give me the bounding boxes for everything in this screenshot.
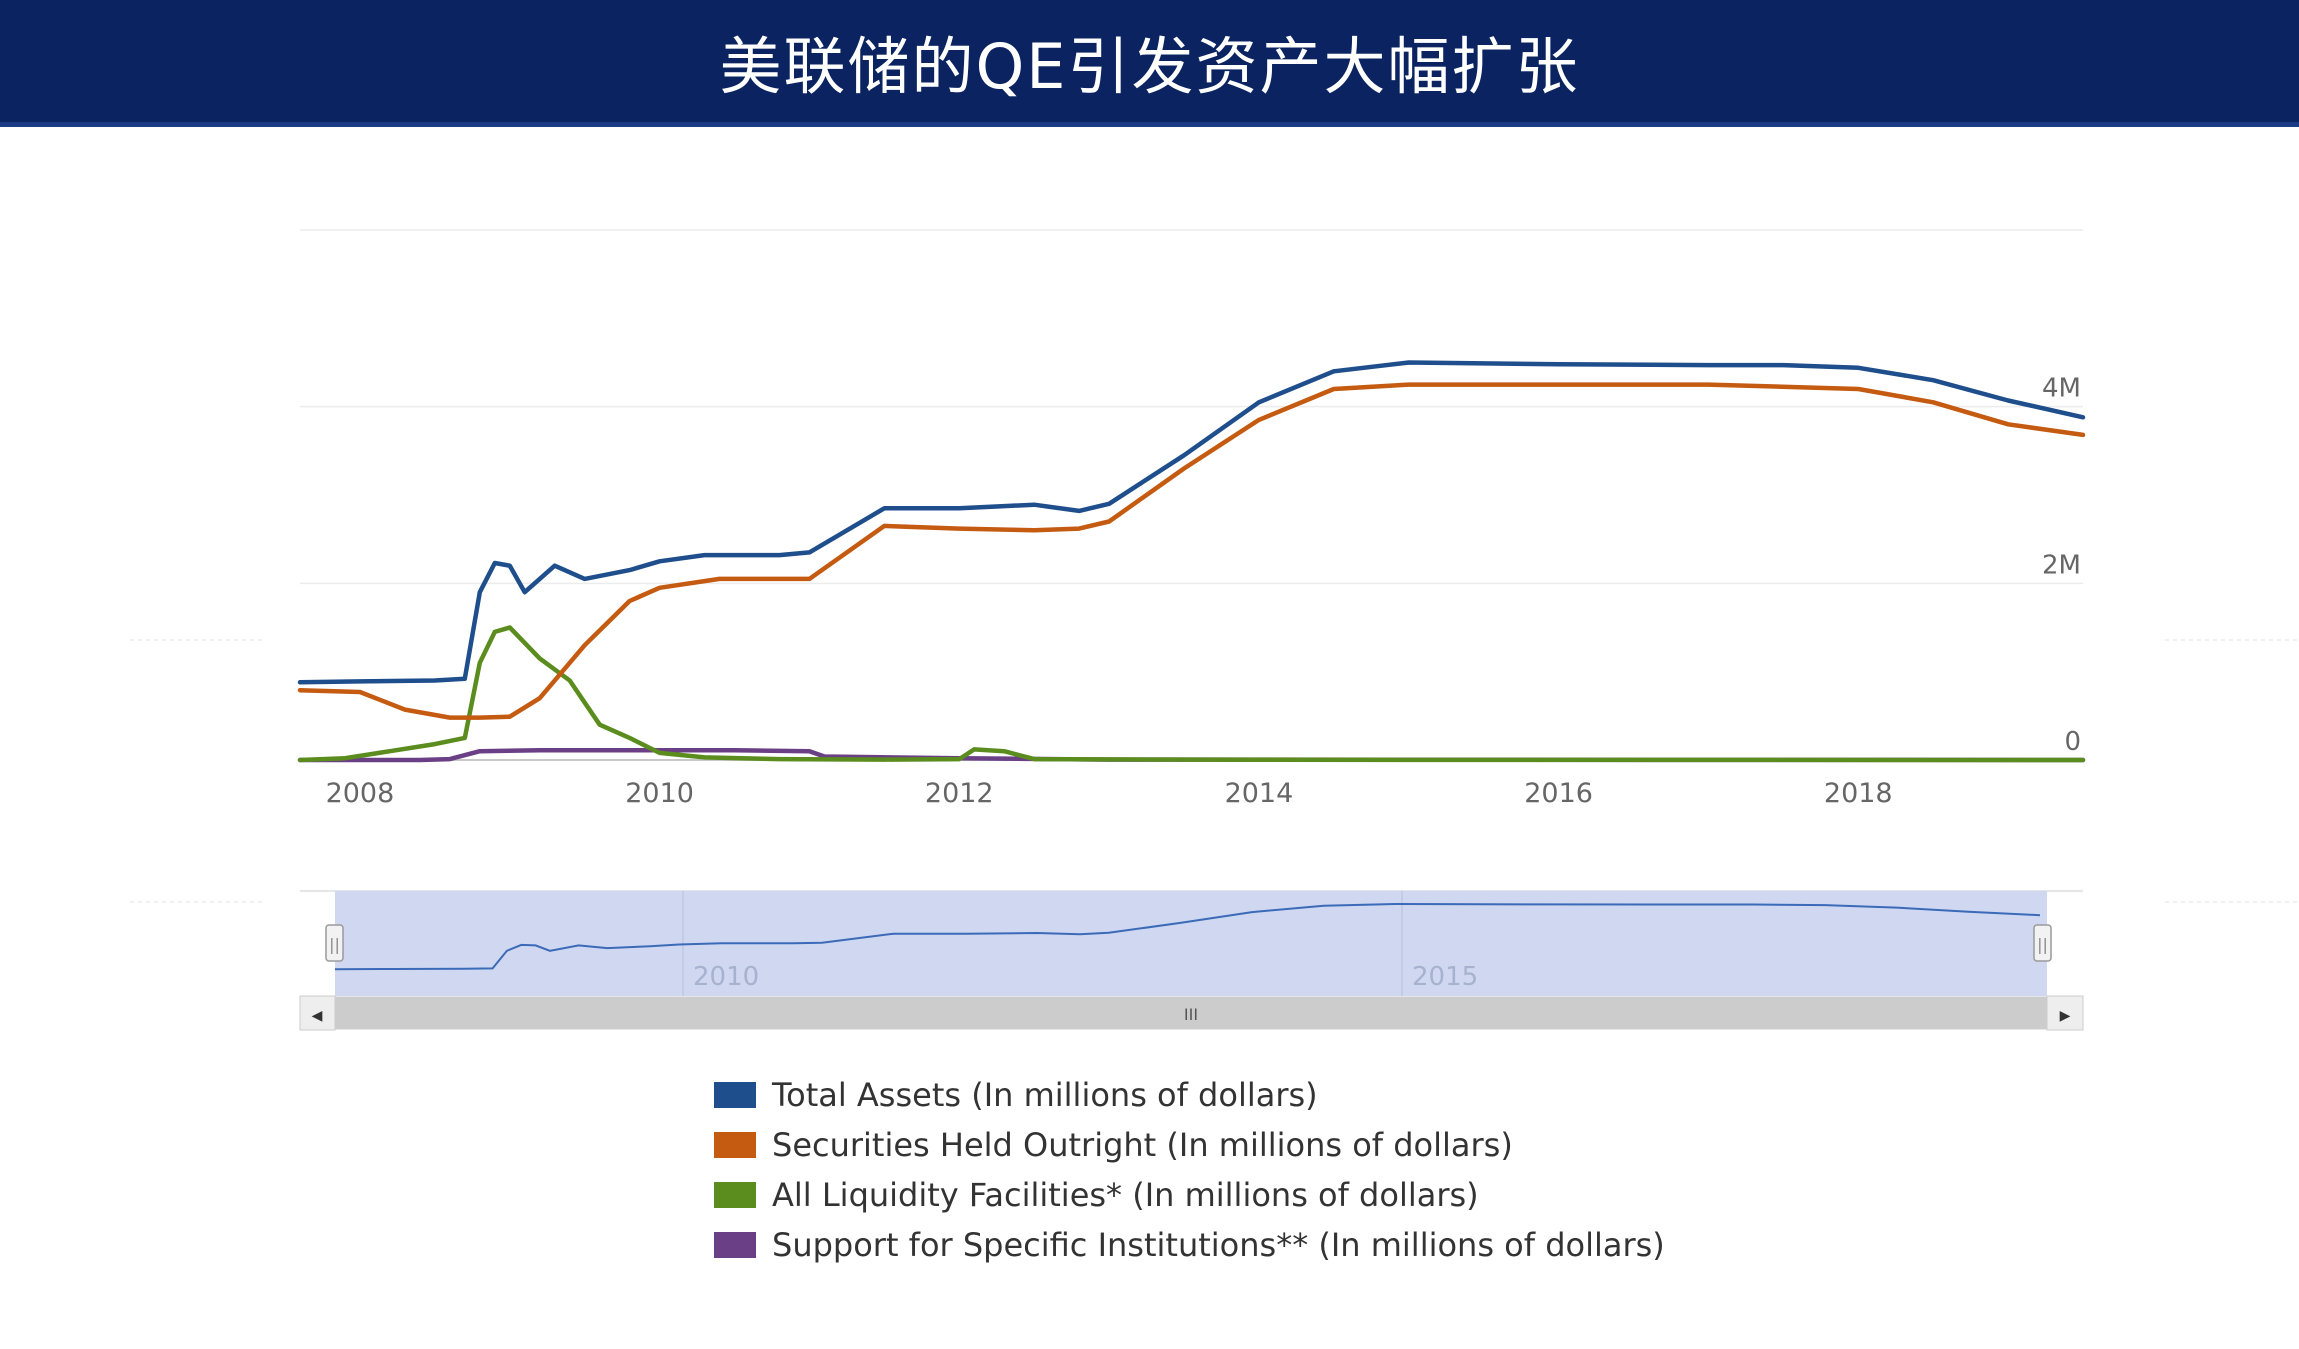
x-axis: 2008 2010 2012 2014 2016 2018	[326, 778, 1893, 809]
series-line-1	[297, 382, 2086, 720]
series-lines	[297, 360, 2086, 763]
y-tick-label: 2M	[2042, 550, 2081, 580]
range-navigator[interactable]: 2010 2015 || || III ◀ ▶	[299, 890, 2084, 1031]
y-tick-label: 4M	[2042, 374, 2081, 404]
x-tick-label: 2010	[625, 778, 694, 809]
handle-grip: ||	[329, 935, 340, 954]
series-line-3	[297, 748, 2086, 763]
handle-grip: ||	[2037, 935, 2048, 954]
legend-label: Securities Held Outright (In millions of…	[772, 1126, 1513, 1164]
scrollbar-thumb[interactable]	[335, 997, 2047, 1029]
legend-swatch	[714, 1232, 756, 1258]
legend: Total Assets (In millions of dollars) Se…	[714, 1070, 1665, 1270]
x-tick-label: 2014	[1225, 778, 1294, 809]
navigator-right-handle[interactable]: ||	[2033, 924, 2052, 962]
y-axis: 0 2M 4M	[2042, 374, 2081, 757]
x-tick-label: 2016	[1524, 778, 1593, 809]
x-tick-label: 2018	[1824, 778, 1893, 809]
legend-label: All Liquidity Facilities* (In millions o…	[772, 1176, 1479, 1214]
scroll-right-button[interactable]	[2046, 995, 2084, 1031]
navigator-series-line	[334, 902, 2041, 971]
legend-item-total-assets[interactable]: Total Assets (In millions of dollars)	[714, 1070, 1665, 1120]
series-line-0	[297, 360, 2086, 685]
x-tick-label: 2008	[326, 778, 395, 809]
scroll-left-icon: ◀	[312, 1008, 323, 1024]
y-tick-label: 0	[2064, 727, 2081, 757]
legend-item-support[interactable]: Support for Specific Institutions** (In …	[714, 1220, 1665, 1270]
scroll-left-button[interactable]	[299, 995, 336, 1031]
series-line-2	[297, 625, 2086, 763]
legend-swatch	[714, 1082, 756, 1108]
navigator-selected-range[interactable]	[335, 891, 2047, 996]
legend-label: Support for Specific Institutions** (In …	[772, 1226, 1665, 1264]
title-bar-divider	[0, 122, 2299, 127]
scrollbar-grip: III	[1184, 1005, 1198, 1024]
legend-item-securities[interactable]: Securities Held Outright (In millions of…	[714, 1120, 1665, 1170]
legend-item-liquidity[interactable]: All Liquidity Facilities* (In millions o…	[714, 1170, 1665, 1220]
navigator-tick-2010: 2010	[693, 962, 759, 992]
legend-swatch	[714, 1182, 756, 1208]
title-bar: 美联储的QE引发资产大幅扩张	[0, 0, 2299, 122]
navigator-left-handle[interactable]: ||	[325, 924, 344, 962]
scroll-right-icon: ▶	[2060, 1008, 2071, 1024]
page-title: 美联储的QE引发资产大幅扩张	[719, 30, 1580, 103]
navigator-tick-2015: 2015	[1412, 962, 1478, 992]
legend-label: Total Assets (In millions of dollars)	[772, 1076, 1318, 1114]
x-tick-label: 2012	[925, 778, 994, 809]
legend-swatch	[714, 1132, 756, 1158]
